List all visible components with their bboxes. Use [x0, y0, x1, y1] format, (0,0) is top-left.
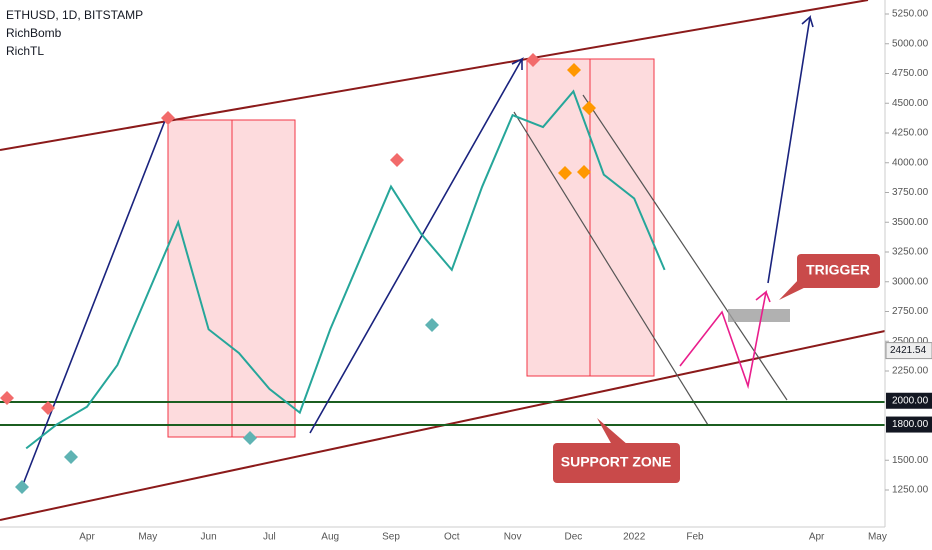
level-label: 1800.00 [892, 419, 929, 430]
y-tick-label: 3500.00 [892, 217, 929, 228]
indicator: RichTL [6, 44, 44, 58]
y-tick-label: 2500.00 [892, 336, 929, 347]
x-tick-label: May [138, 532, 157, 543]
y-tick-label: 2750.00 [892, 306, 929, 317]
drawings [0, 0, 886, 521]
y-tick-label: 1250.00 [892, 485, 929, 496]
last-price-label: 2421.54 [890, 345, 927, 356]
y-tick-label: 4250.00 [892, 128, 929, 139]
callout-pointer [597, 418, 628, 445]
trend-line [513, 111, 709, 426]
markers [0, 53, 540, 415]
x-tick-label: Oct [444, 532, 460, 543]
y-tick-label: 3000.00 [892, 276, 929, 287]
callout-text: SUPPORT ZONE [561, 454, 671, 470]
y-tick-label: 4500.00 [892, 98, 929, 109]
trend-line [582, 94, 788, 401]
markers [558, 63, 596, 180]
arrow [21, 117, 167, 488]
y-tick-label: 4750.00 [892, 68, 929, 79]
callout [797, 254, 880, 288]
trigger-zone [728, 309, 790, 322]
arrow [309, 57, 524, 434]
x-tick-label: May [868, 532, 887, 543]
y-tick-label: 5250.00 [892, 9, 929, 20]
level-tag [886, 392, 932, 409]
x-tick-label: Aug [321, 532, 339, 543]
markers [15, 318, 439, 494]
x-tick-label: Feb [686, 532, 704, 543]
channel-top [0, 0, 869, 151]
y-tick-label: 5000.00 [892, 38, 929, 49]
x-tick-label: Apr [809, 532, 825, 543]
y-tick-label: 3250.00 [892, 247, 929, 258]
y-tick-label: 4000.00 [892, 157, 929, 168]
x-tick-label: Jul [263, 532, 276, 543]
x-tick-label: Apr [79, 532, 95, 543]
x-tick-label: 2022 [623, 532, 646, 543]
x-tick-label: Dec [565, 532, 583, 543]
level-label: 2000.00 [892, 395, 929, 406]
arrow [767, 14, 814, 284]
callout-text: TRIGGER [806, 262, 870, 278]
indicator: RichBomb [6, 26, 62, 40]
projection [679, 290, 771, 390]
last-price-tag [885, 342, 932, 360]
x-tick-label: Nov [504, 532, 522, 543]
callout [553, 443, 680, 483]
price-line [25, 89, 666, 450]
symbol: ETHUSD, 1D, BITSTAMP [6, 8, 143, 22]
level-tag [886, 416, 932, 433]
y-tick-label: 2250.00 [892, 366, 929, 377]
y-tick-label: 1500.00 [892, 455, 929, 466]
x-tick-label: Jun [201, 532, 217, 543]
x-tick-label: Sep [382, 532, 400, 543]
y-tick-label: 3750.00 [892, 187, 929, 198]
